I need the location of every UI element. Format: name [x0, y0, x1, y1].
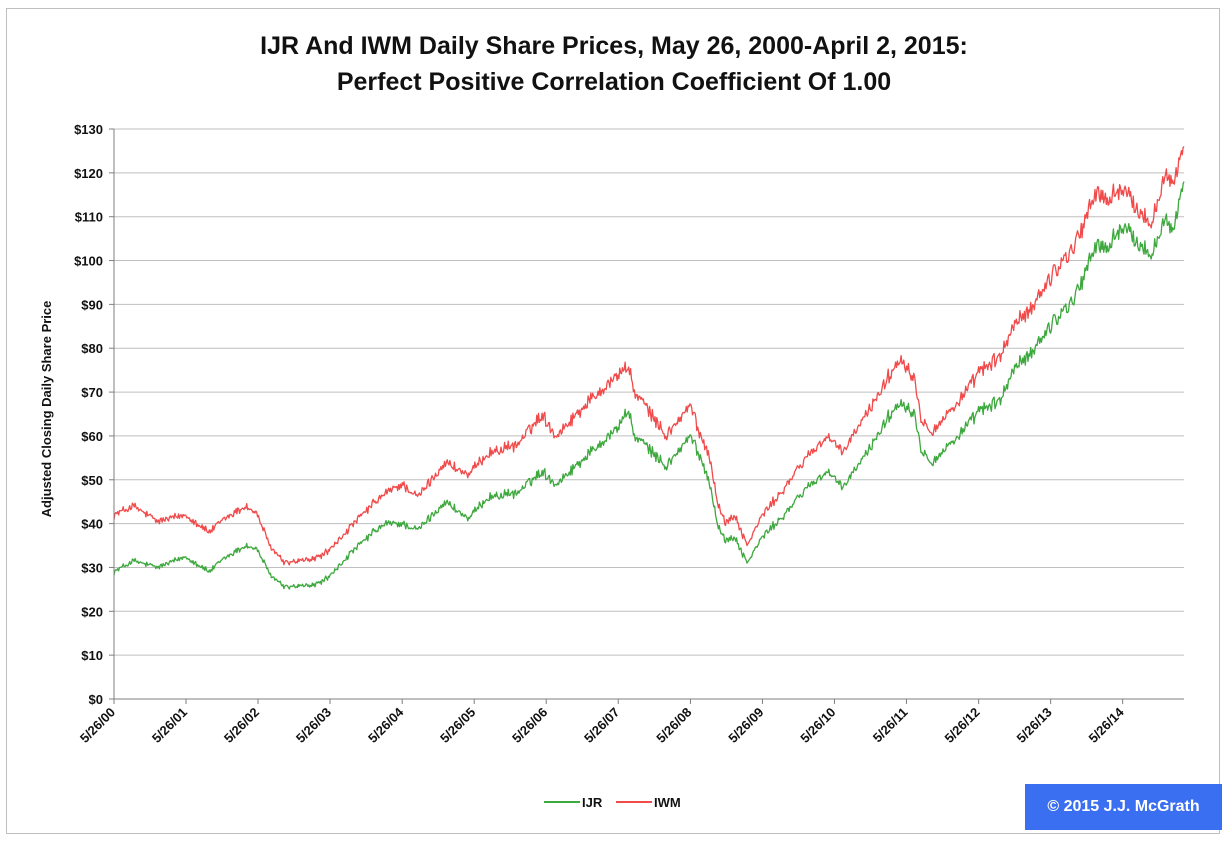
- y-tick-label: $110: [75, 210, 103, 225]
- series-line-iwm: [113, 146, 1185, 566]
- legend: IJR IWM: [544, 795, 681, 810]
- x-tick-label: 5/26/10: [797, 705, 838, 746]
- y-tick-label: $80: [81, 341, 103, 356]
- y-tick-label: $40: [81, 517, 103, 532]
- x-axis-ticks: 5/26/00 5/26/01 5/26/02 5/26/03 5/26/04 5/26/…: [77, 699, 1127, 746]
- x-tick-label: 5/26/13: [1013, 705, 1054, 746]
- y-tick-label: $90: [81, 297, 103, 312]
- y-tick-label: $20: [81, 604, 103, 619]
- copyright-badge: © 2015 J.J. McGrath: [1025, 784, 1222, 830]
- y-tick-label: $50: [81, 473, 103, 488]
- chart-subtitle: Perfect Positive Correlation Coefficient…: [336, 68, 892, 96]
- y-axis-ticks: $0 $10 $20 $30 $40 $50 $60 $70 $80 $90 $100 $110 $12…: [74, 122, 114, 707]
- x-tick-label: 5/26/12: [941, 705, 982, 746]
- y-tick-label: $60: [81, 429, 103, 444]
- x-tick-label: 5/26/09: [725, 705, 766, 746]
- legend-label-ijr: IJR: [582, 795, 603, 810]
- y-tick-label: $120: [74, 166, 103, 181]
- x-tick-label: 5/26/02: [221, 705, 262, 746]
- legend-label-iwm: IWM: [654, 795, 681, 810]
- x-tick-label: 5/26/04: [365, 704, 407, 746]
- chart-title: IJR And IWM Daily Share Prices, May 26, …: [260, 32, 968, 60]
- x-tick-label: 5/26/14: [1085, 704, 1127, 746]
- y-tick-label: $0: [89, 692, 103, 707]
- chart-title-block: IJR And IWM Daily Share Prices, May 26, …: [0, 28, 1228, 100]
- x-tick-label: 5/26/03: [293, 705, 334, 746]
- x-tick-label: 5/26/08: [653, 705, 694, 746]
- y-tick-label: $30: [81, 560, 103, 575]
- x-tick-label: 5/26/06: [509, 705, 550, 746]
- x-tick-label: 5/26/05: [437, 705, 478, 746]
- gridlines: [114, 128, 1184, 656]
- y-tick-label: $100: [74, 254, 103, 269]
- x-tick-label: 5/26/07: [581, 705, 622, 746]
- series-line-ijr: [113, 181, 1185, 590]
- y-tick-label: $10: [81, 648, 103, 663]
- x-tick-label: 5/26/11: [870, 705, 911, 746]
- y-axis-label: Adjusted Closing Daily Share Price: [39, 301, 54, 518]
- x-tick-label: 5/26/01: [149, 705, 190, 746]
- x-tick-label: 5/26/00: [77, 705, 118, 746]
- chart-frame: [6, 8, 1220, 834]
- y-tick-label: $70: [81, 385, 103, 400]
- y-tick-label: $130: [74, 122, 103, 137]
- series-lines: [113, 146, 1185, 590]
